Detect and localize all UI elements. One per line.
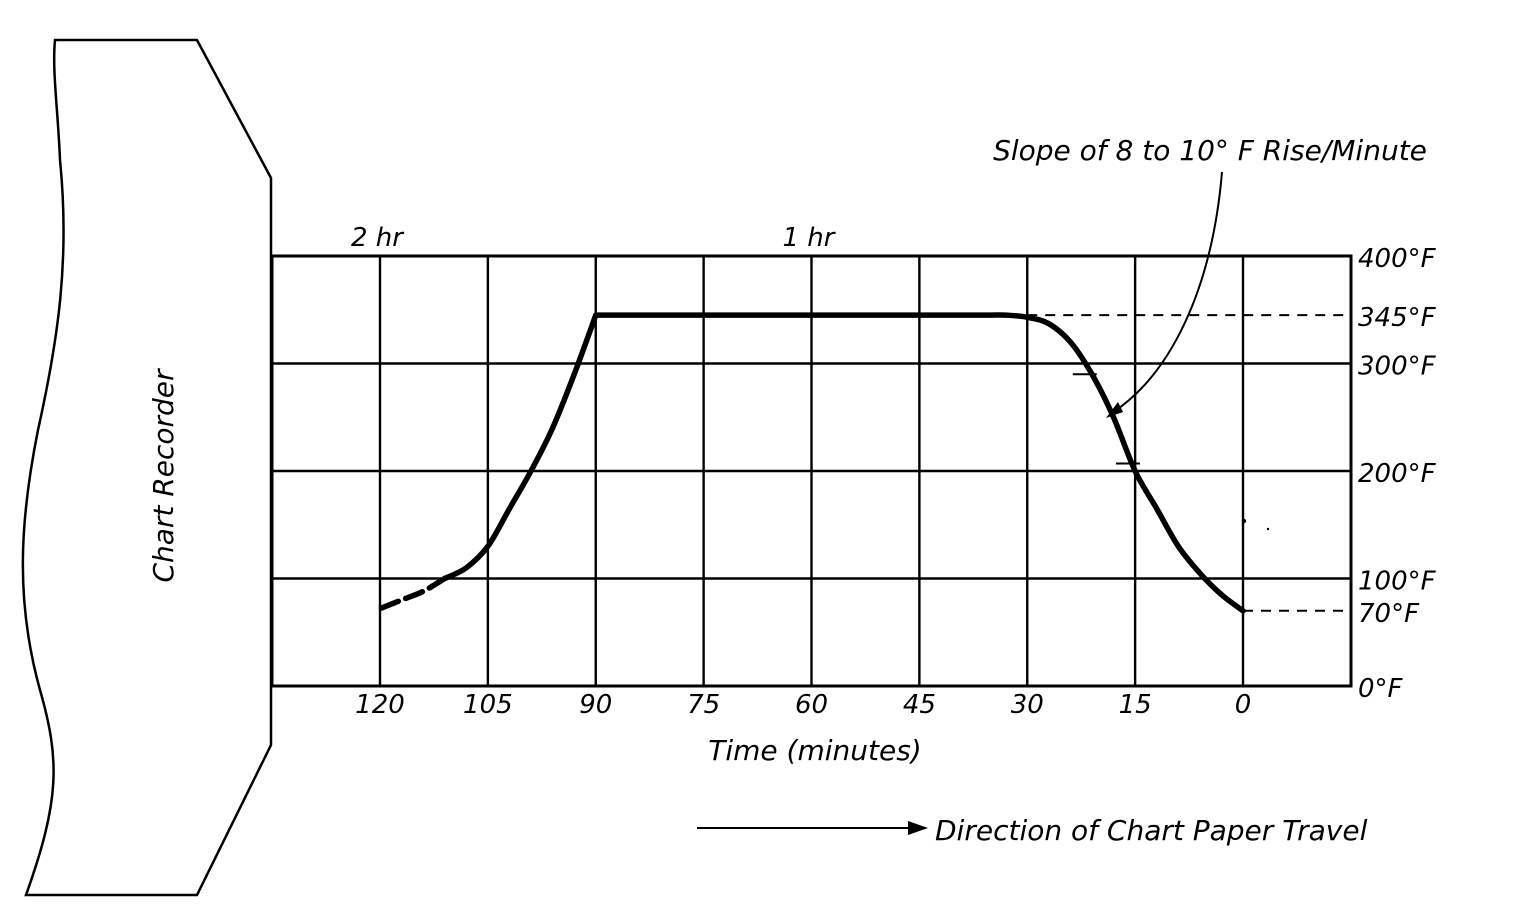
x-tick-label: 105 bbox=[463, 690, 513, 720]
chart-grid bbox=[270, 254, 1353, 688]
paper-speck bbox=[1241, 518, 1247, 524]
temperature-curve-2 bbox=[441, 312, 599, 582]
x-tick-label: 45 bbox=[903, 690, 936, 720]
temperature-curve-1 bbox=[593, 312, 1246, 614]
x-tick-labels: 120 105 90 75 60 45 30 15 0 bbox=[355, 690, 1251, 720]
hour-labels: 2 hr 1 hr bbox=[351, 223, 837, 253]
paper-speck bbox=[1266, 527, 1270, 531]
chart-recorder-body bbox=[21, 38, 273, 897]
y-tick-label: 200°F bbox=[1358, 459, 1437, 489]
x-tick-label: 0 bbox=[1235, 690, 1252, 720]
slope-annotation: Slope of 8 to 10° F Rise/Minute bbox=[993, 134, 1427, 167]
hour-label: 1 hr bbox=[783, 223, 837, 253]
y-tick-label: 100°F bbox=[1358, 567, 1437, 597]
y-tick-label: 345°F bbox=[1358, 303, 1437, 333]
y-tick-label: 400°F bbox=[1358, 244, 1437, 274]
y-tick-label: 70°F bbox=[1358, 599, 1420, 629]
x-tick-label: 30 bbox=[1011, 690, 1044, 720]
x-tick-label: 60 bbox=[795, 690, 828, 720]
y-tick-label: 0°F bbox=[1358, 674, 1404, 704]
series-layer bbox=[377, 312, 1246, 614]
slope-arrowhead bbox=[1106, 402, 1123, 418]
chart-recorder-label: Chart Recorder bbox=[147, 368, 180, 583]
x-tick-label: 120 bbox=[355, 690, 405, 720]
direction-arrowhead bbox=[908, 821, 928, 835]
slope-arrow bbox=[1111, 171, 1223, 414]
y-tick-label: 300°F bbox=[1358, 352, 1437, 382]
temperature-curve-3 bbox=[377, 575, 448, 612]
reference-lines bbox=[1027, 314, 1351, 612]
hour-label: 2 hr bbox=[351, 223, 405, 253]
x-tick-label: 15 bbox=[1119, 690, 1152, 720]
x-tick-label: 90 bbox=[579, 690, 612, 720]
x-tick-label: 75 bbox=[687, 690, 720, 720]
direction-annotation: Direction of Chart Paper Travel bbox=[935, 814, 1368, 847]
x-axis-label: Time (minutes) bbox=[708, 734, 921, 767]
